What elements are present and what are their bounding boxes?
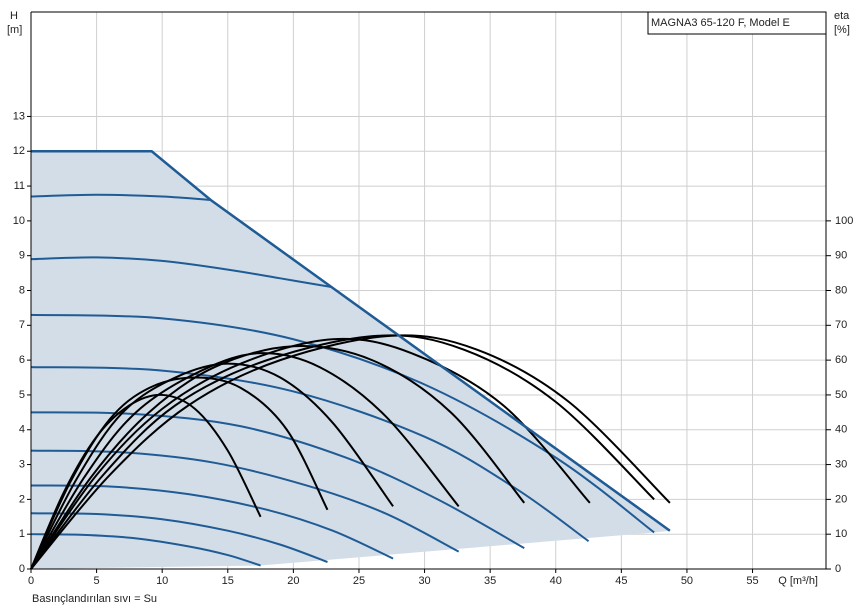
y-tick-label: 5 (19, 389, 25, 401)
efficiency-curve (30, 334, 671, 570)
y-tick-label: 8 (19, 284, 25, 296)
x-tick-label: 40 (550, 575, 562, 587)
x-tick-label: 5 (94, 575, 100, 587)
y-label: H (10, 10, 18, 22)
y-tick-label: 10 (13, 215, 25, 227)
y-tick-label: 6 (19, 354, 25, 366)
y2-tick-label: 0 (835, 563, 841, 575)
efficiency-curve (30, 345, 526, 570)
title-box (647, 11, 827, 35)
y-unit: [m] (7, 24, 22, 36)
x-tick-label: 0 (28, 575, 34, 587)
y-tick-label: 7 (19, 319, 25, 331)
efficiency-curve (30, 393, 262, 570)
y-tick-label: 4 (19, 424, 25, 436)
y-tick-label: 1 (19, 528, 25, 540)
efficiency-curve (30, 337, 591, 570)
head-curve (30, 313, 655, 534)
head-curve (30, 366, 590, 542)
y2-tick-label: 60 (835, 354, 847, 366)
y2-tick-label: 80 (835, 284, 847, 296)
y2-tick-label: 90 (835, 250, 847, 262)
head-curve (30, 449, 460, 553)
y-tick-label: 0 (19, 563, 25, 575)
x-tick-label: 20 (287, 575, 299, 587)
x-tick-label: 55 (746, 575, 758, 587)
x-tick-label: 30 (418, 575, 430, 587)
y-tick-label: 2 (19, 493, 25, 505)
x-tick-label: 25 (353, 575, 365, 587)
efficiency-curve (30, 362, 394, 570)
y2-unit: [%] (834, 24, 850, 36)
y2-label: eta (834, 10, 850, 22)
y2-tick-label: 50 (835, 389, 847, 401)
y2-tick-label: 20 (835, 493, 847, 505)
y2-tick-label: 40 (835, 424, 847, 436)
x-tick-label: 10 (156, 575, 168, 587)
x-label: Q [m³/h] (778, 575, 818, 587)
operating-area (31, 151, 670, 569)
y-tick-label: 11 (14, 180, 25, 192)
x-tick-label: 15 (222, 575, 234, 587)
y2-tick-label: 30 (835, 458, 847, 470)
head-curve (30, 533, 261, 567)
head-curve (30, 512, 328, 563)
head-curve (30, 256, 332, 289)
y2-tick-label: 70 (835, 319, 847, 331)
y-tick-label: 9 (19, 250, 25, 262)
efficiency-curve (30, 334, 655, 570)
x-tick-label: 50 (681, 575, 693, 587)
y-tick-label: 3 (19, 458, 25, 470)
y-tick-label: 12 (13, 145, 25, 157)
x-tick-label: 45 (615, 575, 627, 587)
x-tick-label: 35 (484, 575, 496, 587)
footnote: Basınçlandırılan sıvı = Su (32, 593, 157, 605)
y-tick-label: 13 (13, 110, 25, 122)
y2-tick-label: 100 (835, 215, 853, 227)
y2-tick-label: 10 (835, 528, 847, 540)
chart-title: MAGNA3 65-120 F, Model E (651, 17, 790, 29)
efficiency-curve (30, 352, 460, 570)
head-curve (30, 484, 394, 560)
max-curve (31, 150, 671, 532)
head-curve (30, 193, 211, 201)
